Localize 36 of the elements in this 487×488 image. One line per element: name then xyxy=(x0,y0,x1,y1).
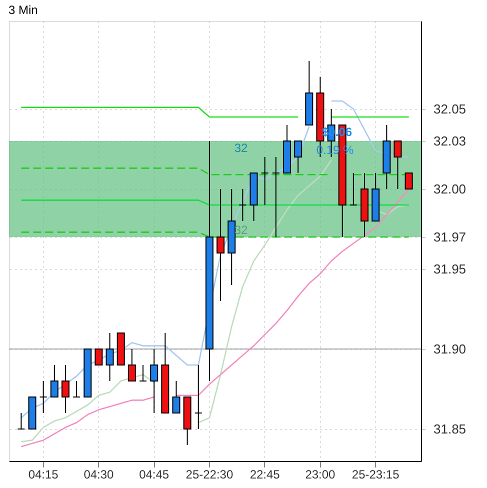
candlestick xyxy=(139,364,148,382)
x-tick-label: 04:30 xyxy=(84,468,114,482)
candlestick xyxy=(404,172,413,190)
chart-title: 3 Min xyxy=(8,3,38,17)
y-tick-label: 31.90 xyxy=(434,342,466,356)
candlestick xyxy=(272,156,280,238)
x-tick-label: 22:45 xyxy=(250,468,280,482)
candlestick xyxy=(349,172,358,206)
x-tick-label: 23:00 xyxy=(305,468,336,482)
candlestick xyxy=(394,140,402,190)
annotation: 32 xyxy=(234,141,248,155)
x-tick-label: 04:15 xyxy=(28,468,59,482)
x-tick-label: 04:45 xyxy=(139,468,170,482)
candlestick xyxy=(72,380,81,398)
candlestick xyxy=(17,412,26,430)
y-tick-label: 32.00 xyxy=(434,182,466,196)
y-tick-label: 31.85 xyxy=(434,422,466,436)
candlestick xyxy=(260,156,269,206)
y-tick-label: 32.03 xyxy=(434,134,466,148)
candlestick xyxy=(94,348,103,366)
candlestick xyxy=(172,380,180,414)
candlestick xyxy=(216,188,225,302)
candlestick xyxy=(61,364,70,414)
candlestick xyxy=(194,364,202,430)
candlestick xyxy=(150,348,158,414)
y-tick-label: 31.95 xyxy=(434,262,466,276)
x-tick-label: 25-22:30 xyxy=(186,468,234,482)
y-tick-label: 31.97 xyxy=(434,230,466,244)
x-tick-label: 25-23:15 xyxy=(352,468,400,482)
candlestick xyxy=(50,364,58,398)
candlestick xyxy=(294,140,302,174)
candlestick xyxy=(128,348,136,382)
candlestick xyxy=(106,332,114,382)
candlestick xyxy=(39,380,48,414)
y-tick-label: 32.05 xyxy=(434,102,466,116)
candlestick xyxy=(238,188,247,222)
